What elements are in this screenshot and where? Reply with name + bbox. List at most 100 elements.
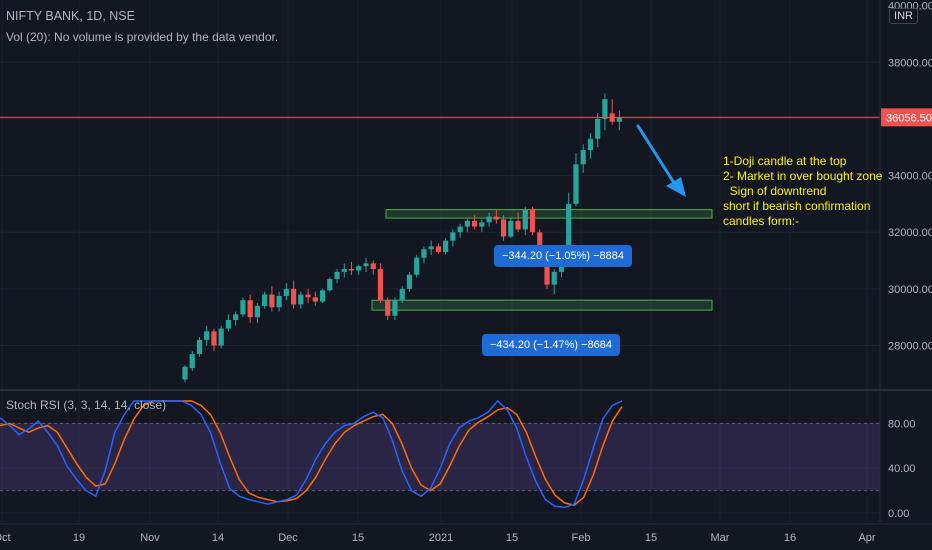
candle-body [240,300,246,315]
time-tick-label: Apr [858,532,875,544]
candle-body [406,274,413,289]
candle-body [305,294,311,298]
arrow-head [666,177,686,197]
rsi-axis[interactable]: 80.00 40.00 0.00 [888,418,916,520]
rsi-d-line [0,400,623,507]
candle-body [247,300,253,318]
candle-body [233,314,239,321]
candle-body [189,354,195,369]
candle-body [421,249,427,258]
candle-body [327,278,333,291]
rsi-tick-label: 40.00 [888,463,916,475]
rsi-overbought-oversold-band [0,423,880,491]
currency-badge[interactable]: INR [889,8,918,24]
candle-body [254,305,260,318]
candle-body [392,300,398,316]
candle-body [493,216,499,220]
candle-body [269,294,275,308]
arrow-shaft [636,124,678,188]
candle-body [262,294,268,306]
stoch-rsi-lines[interactable] [0,399,623,509]
time-tick-label: 19 [73,532,85,544]
candle-body [399,288,405,301]
candle-body [450,232,456,241]
price-tick-label: 30000.00 [888,284,932,296]
candle-body [464,220,470,227]
candle-body [472,220,478,227]
candle-body [363,263,369,267]
candle-body [204,331,210,340]
price-tick-label: 34000.00 [888,171,932,183]
zone-rect [385,209,713,219]
candle-body [479,222,485,227]
time-tick-label: 2021 [429,532,453,544]
candle-body [348,269,355,271]
candle-body [218,328,224,346]
candle-body [377,269,384,301]
price-tick-label: 38000.00 [888,57,932,69]
candle-body [486,216,492,223]
candle-body [319,290,326,302]
candle-body [529,209,536,233]
downtrend-arrow-icon[interactable] [636,124,686,197]
rsi-tick-label: 80.00 [888,418,916,430]
measure-label-lower[interactable]: −434.20 (−1.47%) −8684 [482,334,621,356]
analysis-note[interactable]: 1-Doji candle at the top 2- Market in ov… [723,154,883,228]
candle-body [508,220,514,237]
candle-body [211,331,217,346]
candle-body [616,117,622,122]
candle-body [298,294,304,305]
candle-body [435,246,441,253]
candle-body [544,260,550,285]
current-price-label: 36056.50 [886,112,932,124]
time-tick-label: Mar [711,532,730,544]
candle-body [196,339,203,355]
price-tick-label: 32000.00 [888,227,932,239]
candle-body [334,271,340,279]
time-tick-label: Dec [278,532,298,544]
price-tick-label: 28000.00 [888,341,932,353]
candle-body [443,240,449,253]
candle-body [580,150,586,165]
time-tick-label: Nov [140,532,160,544]
candle-body [551,271,557,285]
candle-body [225,320,232,329]
candle-body [566,203,572,261]
candle-body [276,295,282,308]
rsi-tick-label: 0.00 [888,508,909,520]
volume-legend: Vol (20): No volume is provided by the d… [6,30,279,44]
time-tick-label: Feb [572,532,591,544]
zone-rect [371,299,713,311]
time-tick-label: Oct [0,532,11,544]
time-axis[interactable]: Oct 19 Nov 14 Dec 15 2021 15 Feb 15 Mar 16 Apr [0,523,932,544]
candle-body [500,219,507,237]
candle-body [182,366,188,380]
candlestick-series[interactable] [182,93,622,383]
price-axis[interactable]: 28000.0030000.0032000.0034000.0036000.00… [879,0,932,522]
candle-body [312,297,318,302]
candle-body [341,269,347,272]
candle-body [291,288,297,305]
support-resistance-zones[interactable] [371,209,713,311]
candle-body [385,300,391,316]
time-tick-label: 15 [352,532,364,544]
time-tick-label: 14 [212,532,224,544]
time-tick-label: 15 [506,532,518,544]
current-price-tag [881,108,932,127]
candle-body [370,263,376,270]
candle-body [595,118,601,139]
time-tick-label: 15 [645,532,657,544]
stoch-rsi-legend[interactable]: Stoch RSI (3, 3, 14, 14, close) [6,398,167,412]
rsi-k-line [0,399,623,509]
measure-label-upper[interactable]: −344.20 (−1.05%) −8884 [494,245,633,267]
candle-body [457,226,463,233]
candle-body [283,288,289,296]
candle-body [515,220,521,230]
candle-body [414,257,420,275]
candle-body [428,246,434,250]
candle-body [602,99,608,119]
candle-body [356,266,362,271]
symbol-title[interactable]: NIFTY BANK, 1D, NSE [6,9,135,23]
